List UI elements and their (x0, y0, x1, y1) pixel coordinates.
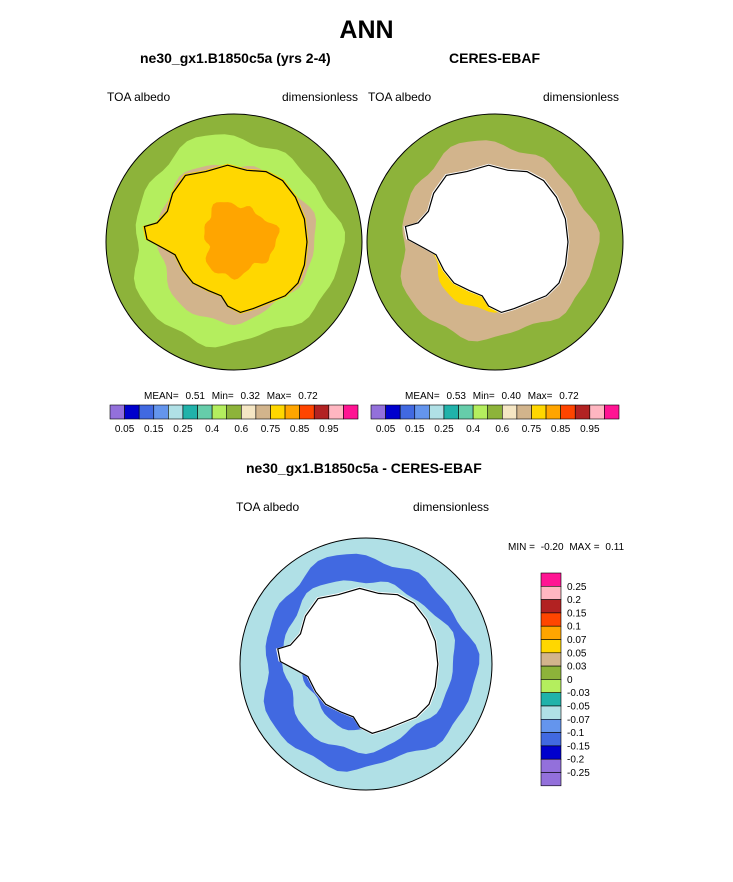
panel2-colorbar-tick-label: 0.15 (405, 424, 425, 435)
panel1-min-value: 0.32 (240, 391, 260, 402)
panel2-zone-antarctic-continent (403, 163, 570, 314)
panel2-colorbar-tick-label: 0.6 (495, 424, 509, 435)
panel3-colorbar-swatch (540, 718, 562, 733)
panel2-max-label: Max= (527, 391, 553, 402)
panel2-stats: MEAN= 0.53 Min= 0.40 Max= 0.72 (405, 391, 579, 402)
panel1-zone-plateau (204, 202, 280, 280)
panel3-colorbar-swatch (540, 665, 562, 680)
panel3-stats: MIN = -0.20 MAX = 0.11 (508, 542, 624, 553)
panel3-colorbar-swatch (540, 639, 562, 654)
panel1-colorbar-tick-label: 0.6 (234, 424, 248, 435)
panel3-colorbar-swatch (540, 599, 562, 614)
panel3-units-label: dimensionless (413, 500, 490, 514)
panel3-colorbar-swatch (540, 692, 562, 707)
panel3-coastline (277, 587, 439, 734)
panel3-field (240, 538, 492, 790)
panel2-max-value: 0.72 (559, 391, 579, 402)
panel3-colorbar-tick-label: -0.15 (567, 741, 590, 752)
panel3-colorbar-swatch (540, 745, 562, 760)
panel3-colorbar-tick-label: 0.25 (567, 582, 587, 593)
panel2-colorbar-tick-label: 0.85 (551, 424, 571, 435)
panel3-max-value: 0.11 (605, 542, 625, 553)
panel3-colorbar-swatch (540, 758, 562, 773)
panel3-colorbar-tick-label: -0.07 (567, 715, 590, 726)
panel3-colorbar-swatch (540, 732, 562, 747)
panel1-variable-label: TOA albedo (107, 90, 171, 104)
panel2-units-label: dimensionless (543, 90, 620, 104)
panel3-min-label: MIN = (508, 542, 535, 553)
panel3-colorbar-tick-label: 0.2 (567, 595, 581, 606)
panel2-mean-value: 0.53 (446, 391, 466, 402)
panel2-map-border (366, 113, 624, 371)
figure-title: ANN (339, 16, 394, 44)
panel3-colorbar-swatch (540, 572, 562, 587)
panel1-max-label: Max= (266, 391, 292, 402)
panel1-coastline (143, 164, 308, 314)
panel2-field (367, 114, 623, 370)
panel1-mean-value: 0.51 (185, 391, 205, 402)
panel3-min-value: -0.20 (540, 542, 564, 553)
panel2-colorbar-tick-label: 0.05 (376, 424, 396, 435)
panel3-colorbar-tick-label: 0 (567, 675, 573, 686)
panel2-colorbar-tick-label: 0.95 (580, 424, 600, 435)
panel3-colorbar-tick-label: 0.05 (567, 648, 587, 659)
panel2-variable-label: TOA albedo (368, 90, 432, 104)
panel2-colorbar-swatch (604, 404, 620, 420)
panel3-colorbar-tick-label: 0.03 (567, 662, 587, 673)
panel3-variable-label: TOA albedo (236, 500, 300, 514)
panel1-colorbar-tick-label: 0.75 (261, 424, 281, 435)
panel1-colorbar-tick-label: 0.15 (144, 424, 164, 435)
panel3-colorbar-swatch (540, 772, 562, 787)
panel3-colorbar-tick-label: -0.2 (567, 755, 585, 766)
panel1-units-label: dimensionless (282, 90, 359, 104)
panel3-max-label: MAX = (569, 542, 600, 553)
panel2-mean-label: MEAN= (405, 391, 440, 402)
panel1-colorbar-tick-label: 0.85 (290, 424, 310, 435)
panel3-zone-antarctic-continent (276, 586, 440, 735)
panel1-stats: MEAN= 0.51 Min= 0.32 Max= 0.72 (144, 391, 318, 402)
panel1-colorbar-tick-label: 0.05 (115, 424, 135, 435)
panel3-colorbar-swatch (540, 652, 562, 667)
panel2-min-label: Min= (472, 391, 495, 402)
panel1-colorbar-tick-label: 0.25 (173, 424, 193, 435)
panel3-colorbar-swatch (540, 679, 562, 694)
panel1-colorbar-swatch (343, 404, 359, 420)
panel1-min-label: Min= (211, 391, 234, 402)
panel3-colorbar-tick-label: -0.25 (567, 768, 590, 779)
panel3-colorbar-tick-label: -0.1 (567, 728, 585, 739)
panel1-colorbar-tick-label: 0.95 (319, 424, 339, 435)
panel1-max-value: 0.72 (298, 391, 318, 402)
panel3-colorbar-tick-label: 0.07 (567, 635, 587, 646)
panel3-colorbar-tick-label: -0.03 (567, 688, 590, 699)
panel2-colorbar-tick-label: 0.4 (466, 424, 480, 435)
panel1-colorbar-tick-label: 0.4 (205, 424, 219, 435)
panel3-colorbar-swatch (540, 705, 562, 720)
panel1-mean-label: MEAN= (144, 391, 179, 402)
panel3-colorbar-tick-label: 0.15 (567, 608, 587, 619)
panel1-title: ne30_gx1.B1850c5a (yrs 2-4) (140, 50, 331, 66)
panel2-coastline (404, 164, 569, 314)
panel1-map-border (105, 113, 363, 371)
panel3-colorbar-swatch (540, 612, 562, 627)
panel3-colorbar-tick-label: 0.1 (567, 622, 581, 633)
panel2-min-value: 0.40 (501, 391, 521, 402)
panel3-colorbar-tick-label: -0.05 (567, 702, 590, 713)
panel3-colorbar-swatch (540, 625, 562, 640)
panel3-title: ne30_gx1.B1850c5a - CERES-EBAF (246, 460, 482, 476)
panel3-colorbar-swatch (540, 585, 562, 600)
panel2-colorbar-tick-label: 0.75 (522, 424, 542, 435)
panel3-map-border (239, 537, 493, 791)
panel2-colorbar-tick-label: 0.25 (434, 424, 454, 435)
panel2-title: CERES-EBAF (449, 50, 541, 66)
